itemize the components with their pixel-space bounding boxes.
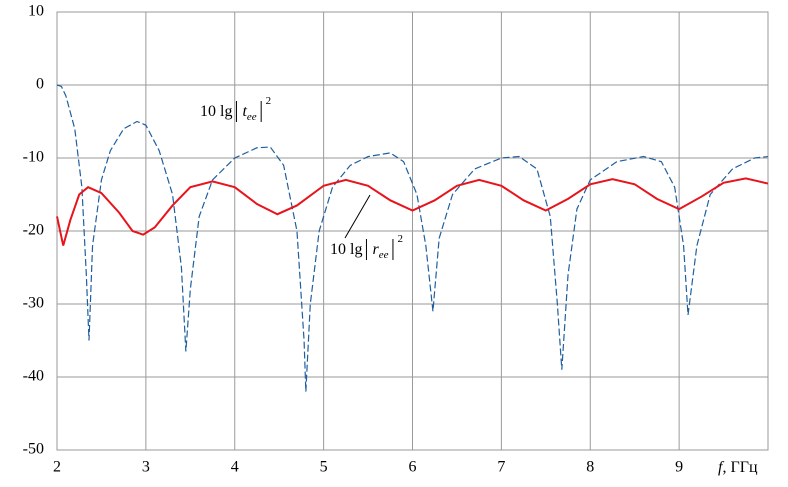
y-tick-label: -20 (23, 222, 44, 239)
plot-frame (56, 11, 769, 451)
annotation-power: 2 (266, 95, 272, 107)
annotation-prefix: 10 lg (330, 241, 362, 258)
annotation-symbol: t (242, 103, 247, 120)
annotation-subscript: ee (247, 111, 257, 123)
annotation-subscript: ee (379, 249, 389, 261)
series-line (56, 177, 769, 246)
annotation-power: 2 (397, 233, 403, 245)
annotation-prefix: 10 lg (200, 103, 232, 120)
leader-line (344, 194, 371, 239)
y-tick-label: -10 (23, 149, 44, 166)
y-tick-label: 0 (36, 76, 44, 93)
x-tick-label: 3 (142, 459, 150, 476)
x-tick-label: 7 (497, 459, 505, 476)
y-tick-label: -50 (23, 441, 44, 458)
series-line (56, 84, 769, 392)
y-tick-label: 10 (28, 3, 44, 20)
x-tick-label: 9 (675, 459, 683, 476)
annotation-text: 10 lg ree 2 (330, 233, 403, 261)
x-symbol: f (718, 459, 725, 476)
x-unit: , ГГц (722, 459, 758, 476)
x-tick-label: 4 (231, 459, 239, 476)
x-tick-label: 8 (586, 459, 594, 476)
x-tick-label: 2 (53, 459, 61, 476)
annotation-symbol: r (372, 241, 379, 258)
x-tick-label: 6 (409, 459, 417, 476)
x-axis-label: f, ГГц (718, 459, 758, 476)
annotation: 10 lg ree 2 (330, 233, 403, 261)
y-tick-label: -30 (23, 295, 44, 312)
x-tick-label: 5 (320, 459, 328, 476)
annotation: 10 lg tee 2 (200, 95, 271, 123)
annotation-text: 10 lg tee 2 (200, 95, 271, 123)
y-tick-label: -40 (23, 368, 44, 385)
